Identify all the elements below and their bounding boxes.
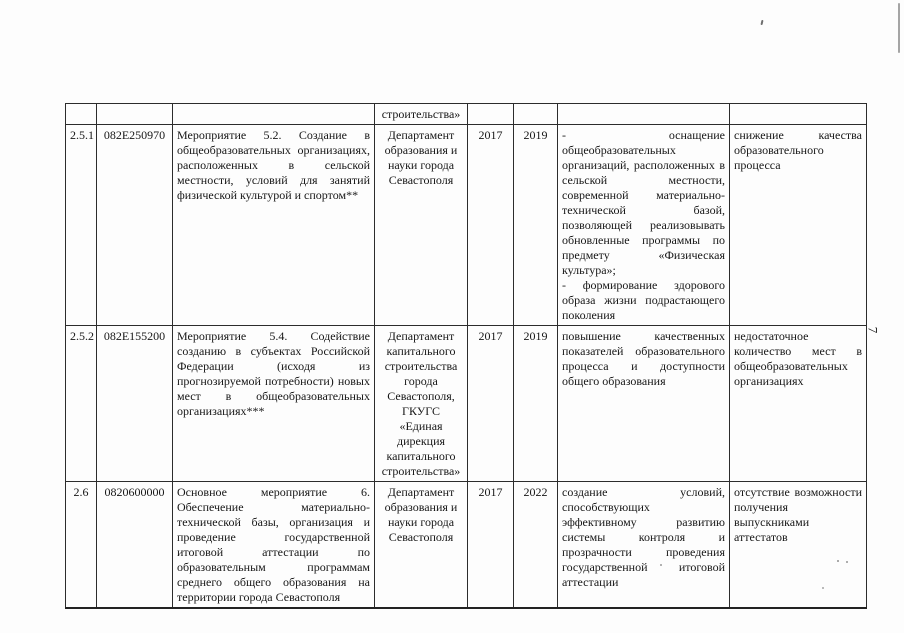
risks-cell: отсутствие возможности получения выпускн…	[729, 481, 867, 609]
expected-results-cell	[557, 103, 730, 125]
continuation-row: строительства»	[65, 103, 867, 125]
event-name-cell: Мероприятие 5.2. Создание в общеобразова…	[172, 124, 375, 326]
page-number: 7	[865, 326, 881, 334]
start-year-cell: 2017	[467, 481, 514, 609]
scan-speck	[822, 587, 824, 589]
target-code-cell: 0820600000	[96, 481, 173, 609]
start-year-cell	[467, 103, 514, 125]
row-number-cell	[65, 103, 97, 125]
risks-cell	[729, 103, 867, 125]
scan-edge-artifact	[898, 3, 900, 53]
result-paragraph: создание условий, способствующих эффекти…	[562, 485, 725, 589]
result-paragraph: - оснащение общеобразовательных организа…	[562, 128, 725, 277]
executor-cell: строительства»	[374, 103, 468, 125]
program-row: 2.5.1 082E250970 Мероприятие 5.2. Создание…	[65, 124, 867, 326]
target-code-cell	[96, 103, 173, 125]
executor-cell: Департамент образования и науки города С…	[374, 481, 468, 609]
end-year-cell	[513, 103, 558, 125]
program-events-table: строительства» 2.5.1 082E250970 Мероприятие…	[65, 103, 867, 609]
target-code-cell: 082E250970	[96, 124, 173, 326]
event-name-cell: Основное мероприятие 6. Обеспечение мате…	[172, 481, 375, 609]
program-row: 2.6 0820600000 Основное мероприятие 6. Обе…	[65, 481, 867, 609]
program-row: 2.5.2 082E155200 Мероприятие 5.4. Содейств…	[65, 325, 867, 482]
end-year-cell: 2019	[513, 325, 558, 482]
result-paragraph: повышение качественных показателей образ…	[562, 329, 725, 388]
scan-speck	[837, 560, 839, 562]
start-year-cell: 2017	[467, 124, 514, 326]
scan-speck	[660, 564, 662, 566]
event-name-cell	[172, 103, 375, 125]
executor-cell: Департамент капитального строительства г…	[374, 325, 468, 482]
executor-cell: Департамент образования и науки города С…	[374, 124, 468, 326]
start-year-cell: 2017	[467, 325, 514, 482]
expected-results-cell: создание условий, способствующих эффекти…	[557, 481, 730, 609]
event-name-cell: Мероприятие 5.4. Содействие созданию в с…	[172, 325, 375, 482]
row-number-cell: 2.5.1	[65, 124, 97, 326]
row-number-cell: 2.6	[65, 481, 97, 609]
scan-speck	[846, 561, 848, 563]
target-code-cell: 082E155200	[96, 325, 173, 482]
end-year-cell: 2019	[513, 124, 558, 326]
scan-speck	[760, 19, 764, 26]
end-year-cell: 2022	[513, 481, 558, 609]
result-paragraph: - формирование здорового образа жизни по…	[562, 278, 725, 322]
risks-cell: снижение качества образовательного проце…	[729, 124, 867, 326]
program-table-body: строительства» 2.5.1 082E250970 Мероприятие…	[65, 103, 867, 609]
expected-results-cell: повышение качественных показателей образ…	[557, 325, 730, 482]
expected-results-cell: - оснащение общеобразовательных организа…	[557, 124, 730, 326]
risks-cell: недостаточное количество мест в общеобра…	[729, 325, 867, 482]
row-number-cell: 2.5.2	[65, 325, 97, 482]
